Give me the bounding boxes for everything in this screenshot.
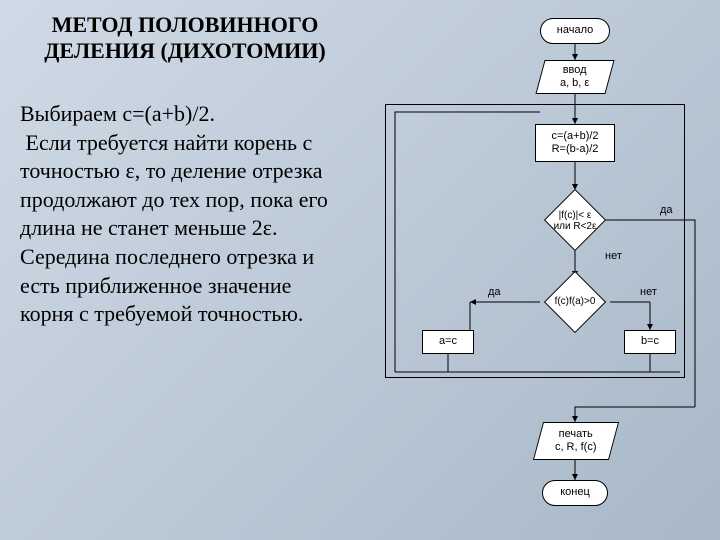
label-cond2-no: нет (640, 286, 657, 298)
node-input-label: вводa, b, ε (560, 64, 589, 90)
node-end-label: конец (560, 486, 590, 499)
node-end: конец (542, 480, 608, 506)
node-output-label: печатьc, R, f(c) (555, 428, 597, 454)
node-assign-b-label: b=c (641, 335, 659, 348)
node-assign-b: b=c (624, 330, 676, 354)
node-calc-label: c=(a+b)/2R=(b-a)/2 (551, 130, 598, 156)
body-text: Выбираем c=(a+b)/2. Если требуется найти… (20, 100, 350, 329)
node-output: печатьc, R, f(c) (533, 422, 619, 460)
node-start-label: начало (557, 24, 593, 37)
label-cond2-yes: да (488, 286, 501, 298)
node-assign-a-label: a=c (439, 335, 457, 348)
node-start: начало (540, 18, 610, 44)
node-assign-a: a=c (422, 330, 474, 354)
label-cond1-yes: да (660, 204, 673, 216)
page-title: МЕТОД ПОЛОВИННОГО ДЕЛЕНИЯ (ДИХОТОМИИ) (20, 12, 350, 65)
label-cond1-no: нет (605, 250, 622, 262)
node-calc: c=(a+b)/2R=(b-a)/2 (535, 124, 615, 162)
node-input: вводa, b, ε (535, 60, 614, 94)
flowchart: начало вводa, b, ε c=(a+b)/2R=(b-a)/2 |f… (370, 12, 710, 527)
